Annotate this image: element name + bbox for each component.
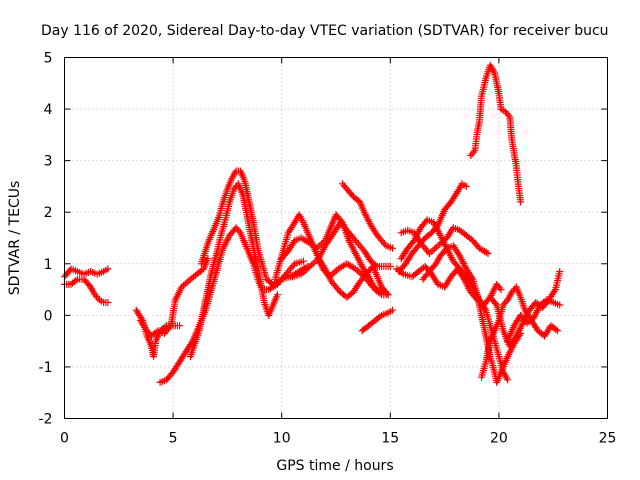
plot-frame: [64, 57, 608, 419]
series-arc-11: [315, 219, 394, 270]
series-arc-12: [339, 180, 396, 252]
y-tick-label: -2: [39, 412, 53, 428]
series-markers: [419, 242, 525, 386]
series-arc-19: [467, 61, 525, 206]
y-tick-label: 4: [44, 102, 53, 118]
series-markers: [395, 180, 470, 275]
series-arc-17: [393, 262, 505, 309]
y-tick-label: 5: [44, 51, 53, 67]
y-tick-label: 2: [44, 205, 53, 221]
series-markers: [289, 255, 392, 301]
x-tick-label: 5: [169, 431, 178, 447]
series-markers: [187, 180, 281, 361]
series-markers: [197, 167, 312, 288]
grid: [64, 57, 608, 419]
series-markers: [315, 219, 394, 270]
series-markers: [61, 275, 112, 306]
x-tick-label: 10: [273, 431, 291, 447]
series-arc-22: [504, 296, 564, 345]
y-tick-label: -1: [39, 360, 53, 376]
series-markers: [61, 265, 112, 281]
series-markers: [467, 61, 525, 206]
x-tick-label: 25: [599, 431, 617, 447]
series-arc-4: [137, 255, 212, 340]
series-markers: [504, 296, 564, 345]
series-arc-1: [61, 265, 112, 281]
x-tick-label: 15: [381, 431, 399, 447]
x-tick-label: 20: [490, 431, 508, 447]
x-tick-label: 0: [60, 431, 69, 447]
series-arc-15: [395, 180, 470, 275]
series-arc-10: [289, 255, 392, 301]
x-axis-label: GPS time / hours: [276, 458, 393, 474]
series-markers: [393, 262, 505, 309]
y-tick-label: 3: [44, 154, 53, 170]
data-series: [61, 61, 564, 386]
series-arc-13: [358, 306, 396, 335]
y-tick-label: 1: [44, 257, 53, 273]
chart-title: Day 116 of 2020, Sidereal Day-to-day VTE…: [41, 23, 609, 39]
series-arc-2: [61, 275, 112, 306]
series-arc-7: [197, 167, 312, 288]
series-markers: [358, 306, 396, 335]
y-axis-label: SDTVAR / TECUs: [7, 181, 23, 296]
series-arc-6: [187, 180, 281, 361]
y-tick-label: 0: [44, 308, 53, 324]
series-arc-18: [419, 242, 525, 386]
series-markers: [137, 255, 212, 340]
series-markers: [339, 180, 396, 252]
axis-ticks: 0 5 10 15 20 25 -2 -1 0 1 2 3 4 5: [39, 51, 617, 447]
